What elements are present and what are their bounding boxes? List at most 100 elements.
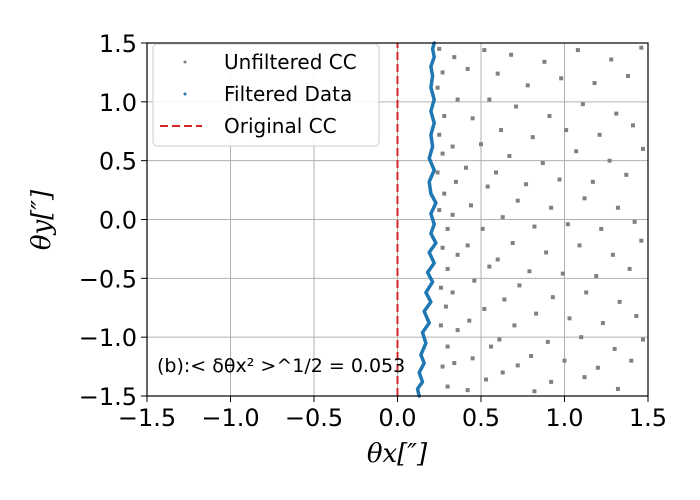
unfiltered-point: [487, 264, 492, 269]
unfiltered-point: [472, 278, 477, 283]
legend: Unfiltered CC Filtered Data Original CC: [152, 43, 380, 147]
legend-label-unfiltered: Unfiltered CC: [224, 50, 357, 74]
legend-box: [152, 43, 380, 147]
unfiltered-point: [540, 161, 545, 166]
unfiltered-point: [562, 358, 567, 363]
rms-annotation: (b):< δθx² >^1/2 = 0.053: [157, 355, 405, 377]
unfiltered-point: [525, 83, 530, 88]
unfiltered-point: [582, 375, 587, 380]
x-axis-label: θx[″]: [367, 439, 428, 469]
x-tick-label: −0.5: [285, 404, 343, 432]
unfiltered-point: [440, 245, 445, 250]
unfiltered-point: [565, 222, 570, 227]
unfiltered-point: [534, 311, 539, 316]
unfiltered-point: [630, 123, 635, 128]
filtered-data-layer: [415, 41, 438, 398]
unfiltered-point: [550, 295, 555, 300]
unfiltered-point: [639, 45, 644, 50]
unfiltered-point: [632, 219, 637, 224]
y-tick-label: −0.5: [79, 265, 137, 293]
unfiltered-point: [529, 353, 534, 358]
unfiltered-point: [465, 388, 470, 393]
unfiltered-point: [497, 337, 502, 342]
unfiltered-point: [450, 290, 455, 295]
x-tick-label: 0.5: [462, 404, 500, 432]
unfiltered-point: [512, 323, 517, 328]
unfiltered-point: [514, 104, 519, 109]
unfiltered-point: [445, 226, 450, 231]
unfiltered-point: [609, 57, 614, 62]
x-axis-ticks: −1.5 −1.0 −0.5 0.0 0.5 1.0 1.5: [118, 396, 667, 432]
unfiltered-point: [560, 271, 565, 276]
unfiltered-point: [487, 97, 492, 102]
unfiltered-point: [640, 337, 645, 342]
legend-marker-unfiltered: [183, 60, 187, 64]
unfiltered-point: [515, 198, 520, 203]
unfiltered-point: [468, 203, 473, 208]
unfiltered-point: [455, 328, 460, 333]
unfiltered-point: [452, 361, 457, 366]
unfiltered-point: [502, 297, 507, 302]
unfiltered-point: [532, 389, 537, 394]
unfiltered-point: [440, 364, 445, 369]
unfiltered-point: [450, 212, 455, 217]
unfiltered-point: [442, 113, 447, 118]
y-tick-label: 0.0: [99, 207, 137, 235]
unfiltered-point: [499, 128, 504, 133]
y-tick-label: 0.5: [99, 148, 137, 176]
unfiltered-point: [507, 153, 512, 158]
y-tick-label: 1.0: [99, 89, 137, 117]
unfiltered-point: [629, 358, 634, 363]
x-tick-label: 1.0: [545, 404, 583, 432]
unfiltered-point: [530, 135, 535, 140]
unfiltered-point: [445, 344, 450, 349]
unfiltered-cc-layer: [435, 45, 645, 394]
unfiltered-point: [443, 304, 448, 309]
unfiltered-point: [435, 85, 440, 90]
unfiltered-point: [437, 46, 442, 51]
unfiltered-point: [549, 205, 554, 210]
unfiltered-point: [627, 266, 632, 271]
unfiltered-point: [470, 356, 475, 361]
unfiltered-point: [542, 59, 547, 64]
y-axis-ticks: −1.5 −1.0 −0.5 0.0 0.5 1.0 1.5: [79, 30, 147, 411]
unfiltered-point: [465, 243, 470, 248]
unfiltered-point: [510, 241, 515, 246]
unfiltered-point: [559, 76, 564, 81]
unfiltered-point: [442, 191, 447, 196]
unfiltered-point: [453, 179, 458, 184]
x-tick-label: −1.5: [118, 404, 176, 432]
unfiltered-point: [445, 384, 450, 389]
unfiltered-point: [440, 151, 445, 156]
legend-marker-filtered: [183, 92, 187, 96]
unfiltered-point: [590, 179, 595, 184]
legend-label-original: Original CC: [224, 114, 337, 138]
unfiltered-point: [580, 102, 585, 107]
unfiltered-point: [639, 238, 644, 243]
unfiltered-point: [582, 196, 587, 201]
unfiltered-point: [480, 226, 485, 231]
unfiltered-point: [495, 257, 500, 262]
filtered-data-line: [415, 41, 438, 398]
unfiltered-point: [615, 386, 620, 391]
unfiltered-point: [617, 299, 622, 304]
unfiltered-point: [577, 243, 582, 248]
unfiltered-point: [600, 321, 605, 326]
unfiltered-point: [584, 290, 589, 295]
unfiltered-point: [574, 149, 579, 154]
unfiltered-point: [465, 66, 470, 71]
unfiltered-point: [527, 269, 532, 274]
legend-label-filtered: Filtered Data: [224, 82, 352, 106]
unfiltered-point: [509, 52, 514, 57]
unfiltered-point: [610, 252, 615, 257]
unfiltered-point: [592, 81, 597, 86]
unfiltered-point: [634, 313, 639, 318]
y-tick-label: 1.5: [99, 30, 137, 58]
x-tick-label: 1.5: [629, 404, 667, 432]
unfiltered-point: [455, 252, 460, 257]
unfiltered-point: [640, 146, 645, 151]
unfiltered-point: [467, 318, 472, 323]
unfiltered-point: [524, 182, 529, 187]
unfiltered-point: [438, 285, 443, 290]
unfiltered-point: [564, 128, 569, 133]
